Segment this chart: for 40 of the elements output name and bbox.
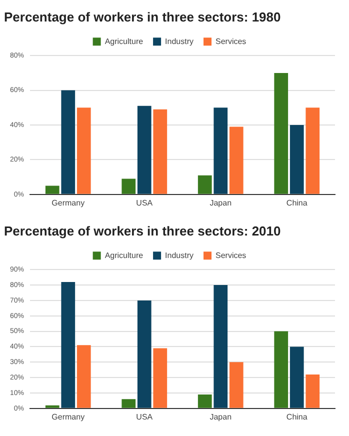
x-tick-label: China	[286, 198, 308, 208]
bar	[214, 285, 228, 408]
x-tick-label: Japan	[210, 412, 232, 422]
bar	[137, 300, 152, 408]
x-tick-label: Germany	[52, 412, 85, 422]
bar	[61, 90, 76, 194]
x-tick-label: Germany	[52, 198, 85, 208]
bar	[290, 346, 304, 408]
bar	[274, 331, 288, 408]
bar	[76, 345, 91, 408]
legend-label: Industry	[165, 250, 194, 260]
bar	[306, 108, 320, 194]
bar	[198, 394, 212, 408]
x-tick-label: USA	[136, 198, 154, 208]
bar	[214, 108, 228, 194]
bar	[198, 175, 212, 194]
legend-label: Agriculture	[104, 250, 144, 260]
legend-label: Services	[216, 250, 246, 260]
bar	[61, 282, 76, 408]
x-tick-label: Japan	[210, 198, 232, 208]
bar	[45, 186, 60, 194]
legend-label: Agriculture	[104, 36, 144, 46]
bar	[229, 126, 244, 194]
bar	[153, 348, 168, 408]
bar	[290, 125, 304, 194]
bar	[76, 108, 91, 194]
bar	[153, 109, 168, 194]
chart-title: Percentage of workers in three sectors: 1980	[4, 9, 281, 24]
legend-label: Services	[216, 36, 246, 46]
x-tick-label: USA	[136, 412, 154, 422]
bar	[137, 106, 152, 194]
bar	[45, 405, 60, 408]
legend-label: Industry	[165, 36, 194, 46]
bar	[274, 72, 288, 194]
bar	[229, 362, 244, 408]
bar	[122, 399, 136, 408]
x-tick-label: China	[286, 412, 308, 422]
bar	[306, 374, 320, 408]
bar	[122, 178, 136, 194]
chart-title: Percentage of workers in three sectors: 2010	[4, 223, 281, 238]
